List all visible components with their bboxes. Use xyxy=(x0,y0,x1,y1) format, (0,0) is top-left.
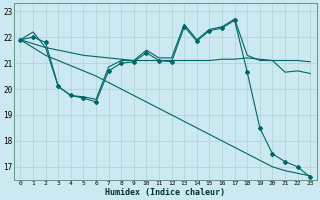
X-axis label: Humidex (Indice chaleur): Humidex (Indice chaleur) xyxy=(105,188,225,197)
